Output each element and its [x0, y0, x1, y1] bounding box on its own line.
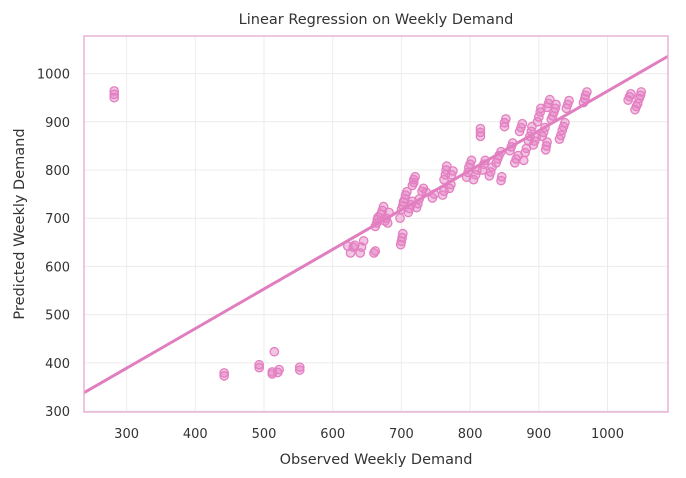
data-point — [496, 146, 506, 157]
data-point — [109, 89, 120, 100]
y-tick-label: 800 — [45, 164, 70, 179]
x-tick-label: 300 — [114, 427, 139, 442]
data-point — [475, 123, 486, 134]
x-tick-label: 800 — [458, 427, 483, 442]
data-point — [219, 370, 230, 381]
data-point — [384, 207, 394, 218]
x-tick-label: 400 — [183, 427, 208, 442]
data-point — [294, 365, 305, 375]
x-tick-label: 700 — [389, 427, 414, 442]
data-point — [468, 174, 479, 185]
x-tick-label: 600 — [320, 427, 345, 442]
data-point — [501, 114, 511, 124]
data-point — [294, 362, 305, 373]
y-tick-label: 400 — [45, 357, 70, 372]
data-point — [410, 171, 421, 182]
data-point — [564, 95, 574, 106]
data-point — [480, 155, 491, 166]
data-point — [446, 179, 456, 190]
regression-line-group — [83, 54, 669, 395]
data-point — [382, 218, 393, 228]
data-point — [370, 246, 381, 256]
data-point — [402, 186, 412, 197]
data-point — [219, 368, 230, 378]
data-point — [378, 201, 389, 212]
data-point — [274, 364, 284, 375]
data-point — [109, 92, 120, 103]
data-point — [439, 186, 449, 197]
data-point — [448, 166, 458, 176]
data-point — [544, 94, 555, 105]
data-point — [254, 362, 265, 373]
y-tick-label: 300 — [45, 405, 70, 420]
data-point — [466, 155, 477, 166]
y-tick-label: 600 — [45, 260, 70, 275]
chart-title: Linear Regression on Weekly Demand — [239, 12, 514, 28]
data-point — [551, 99, 561, 110]
data-point — [636, 87, 647, 97]
data-point — [540, 122, 550, 133]
y-tick-labels: 300 400 500 600 700 800 900 1000 — [37, 68, 70, 420]
x-axis-label: Observed Weekly Demand — [280, 452, 473, 468]
data-point — [518, 155, 529, 166]
y-tick-label: 900 — [45, 116, 70, 131]
data-point — [560, 117, 570, 128]
data-point — [429, 189, 440, 199]
x-tick-label: 1000 — [591, 427, 624, 442]
data-points — [109, 86, 647, 381]
data-point — [542, 137, 552, 147]
x-tick-label: 900 — [526, 427, 551, 442]
data-point — [395, 213, 405, 224]
y-tick-label: 700 — [45, 212, 70, 227]
data-point — [626, 88, 636, 99]
y-axis-label: Predicted Weekly Demand — [12, 128, 28, 319]
regression-line — [83, 54, 669, 395]
grid-lines — [84, 36, 668, 412]
plot-frame — [83, 35, 669, 413]
data-point — [254, 359, 265, 370]
data-point — [635, 90, 646, 101]
data-point — [397, 228, 408, 239]
x-tick-labels: 300 400 500 600 700 800 900 1000 — [114, 427, 624, 442]
y-tick-label: 500 — [45, 309, 70, 324]
y-tick-label: 1000 — [37, 68, 70, 83]
data-point — [109, 86, 120, 96]
data-point — [358, 236, 369, 246]
data-point — [269, 346, 280, 357]
data-point — [507, 138, 518, 148]
x-tick-label: 500 — [252, 427, 277, 442]
data-point — [441, 161, 452, 172]
data-point — [582, 87, 592, 97]
data-point — [517, 118, 528, 129]
data-point — [496, 171, 507, 182]
data-point — [395, 239, 406, 250]
